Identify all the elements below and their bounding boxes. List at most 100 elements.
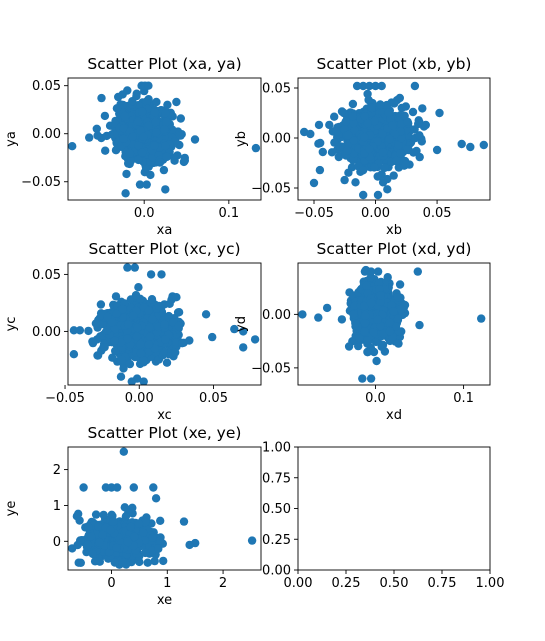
scatter-point [360,133,369,142]
scatter-point [373,267,383,276]
scatter-point [408,107,418,117]
x-tick-label: 0.1 [218,206,239,221]
scatter-point [143,558,152,567]
x-tick-label: 0.05 [199,391,228,406]
scatter-point [120,111,130,121]
scatter-point [132,332,142,341]
scatter-point [157,270,166,279]
scatter-point [161,185,170,194]
scatter-point [325,120,334,130]
y-tick-label: 0.75 [262,471,291,486]
scatter-point [68,142,77,151]
scatter-point [69,350,79,359]
scatter-point [390,130,400,139]
scatter-point [73,540,82,550]
y-tick-label: 0.00 [262,308,291,323]
scatter-point [151,128,161,137]
scatter-point [230,324,239,334]
scatter-point [383,273,392,282]
scatter-point [340,175,349,185]
scatter-point [360,267,370,276]
scatter-point [384,108,393,118]
x-tick-label: 0.0 [134,206,155,221]
scatter-point [330,138,339,147]
scatter-point [172,97,181,107]
y-tick-label: −0.05 [251,361,291,376]
scatter-point [477,314,486,323]
scatter-point [355,333,364,343]
scatter-point [145,322,154,332]
scatter-point [155,158,165,167]
scatter-point [110,558,120,567]
scatter-point [102,326,112,335]
y-axis-label: ya [4,131,19,147]
x-axis-label: xe [157,593,172,608]
scatter-point [106,525,115,535]
scatter-point [410,81,420,91]
scatter-point [163,100,172,110]
scatter-point [93,131,102,140]
scatter-point [316,138,325,148]
scatter-point [134,155,143,165]
scatter-point [466,142,475,152]
y-tick-label: 0.00 [32,325,61,340]
scatter-point [159,165,169,175]
scatter-point [127,156,136,165]
scatter-point [110,336,120,346]
scatter-point [161,335,170,344]
scatter-point [176,114,185,123]
scatter-point [123,320,133,329]
scatter-point [137,148,147,157]
scatter-point [151,494,161,503]
scatter-point [432,145,442,155]
scatter-point [128,132,137,141]
scatter-point [125,149,135,158]
scatter-point [133,117,143,126]
scatter-point [112,309,121,318]
x-tick-label: 0.00 [361,206,390,221]
scatter-point [154,544,163,553]
scatter-point [359,190,368,200]
scatter-point [247,536,257,545]
scatter-point [84,522,93,531]
scatter-point [125,359,135,369]
scatter-point [479,140,488,150]
scatter-point [75,326,85,335]
scatter-point [123,263,132,272]
scatter-point [119,364,128,373]
scatter-point [314,313,323,322]
scatter-point [352,81,362,91]
scatter-point [201,310,211,319]
scatter-point [94,522,103,531]
scatter-point [144,81,153,90]
scatter-point [347,163,357,172]
scatter-point [349,136,358,145]
scatter-point [337,315,347,324]
scatter-point [330,112,339,121]
subplot-title: Scatter Plot (xd, yd) [317,240,472,258]
scatter-point [318,147,327,157]
scatter-point [376,100,385,109]
points-group [68,447,257,569]
scatter-point [172,293,181,302]
scatter-point [334,152,343,162]
scatter-point [144,340,153,349]
axes-frame [297,262,491,386]
scatter-point [374,279,384,288]
scatter-point [123,86,132,95]
y-tick-label: 0.00 [32,127,61,142]
scatter-point [185,540,194,550]
scatter-point [170,156,179,165]
y-tick-label: 0.00 [262,132,291,147]
scatter-point [131,291,141,300]
subplot-2: −0.05 0.00 0.05 −0.05 0.00 0.05 Scatter Plot (… [234,55,491,238]
scatter-point [185,336,194,345]
y-tick-label: 0.50 [262,502,291,517]
subplot-title: Scatter Plot (xc, yc) [88,240,240,258]
scatter-point [383,174,392,184]
scatter-point [126,522,135,532]
scatter-point [96,300,106,309]
scatter-point [385,327,395,336]
scatter-point [107,318,117,327]
scatter-point [395,93,404,103]
